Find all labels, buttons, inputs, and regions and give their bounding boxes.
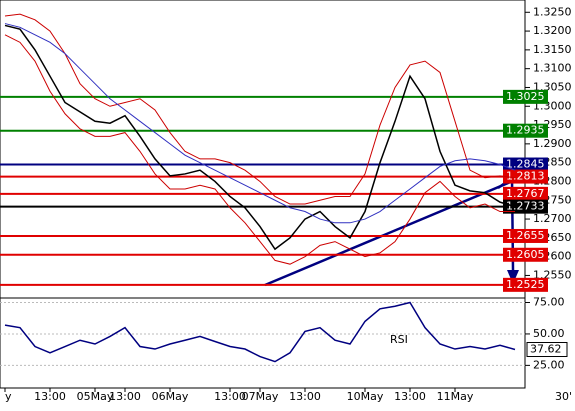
level-box: 1.2813: [503, 169, 548, 184]
level-box-bg: [503, 186, 548, 201]
y-tick-label: 1.3150: [533, 43, 572, 56]
y-tick-label: 1.2900: [533, 137, 572, 150]
arrow-head: [507, 270, 519, 284]
level-box-bg: [503, 89, 548, 104]
y-tick-label: 1.3250: [533, 5, 572, 18]
x-tick-label: 05May: [77, 390, 114, 403]
rsi-frame: [0, 297, 526, 389]
level-box: 1.2655: [503, 228, 548, 243]
series-line: [4, 24, 516, 251]
series-line: [4, 301, 516, 363]
x-tick-label: 13:00: [34, 390, 66, 403]
price-frame: [0, 0, 526, 299]
y-tick-label: 25.00: [533, 358, 565, 371]
level-box: 1.2845: [503, 157, 548, 172]
level-box-bg: [503, 169, 548, 184]
level-label: 1.2767: [506, 187, 545, 200]
value-box: [526, 342, 568, 358]
level-box: 1.2767: [503, 186, 548, 201]
level-label: 1.2605: [506, 248, 545, 261]
y-tick-label: 75.00: [533, 296, 565, 309]
rsi-title: RSI: [390, 333, 408, 346]
x-tick-label: 07May: [242, 390, 279, 403]
level-label: 1.2525: [506, 278, 545, 291]
x-tick-label: 11May: [437, 390, 474, 403]
timeframe: 30': [555, 390, 572, 403]
value-label: 37.62: [530, 343, 562, 356]
level-label: 1.2935: [506, 124, 545, 137]
level-box: 1.3025: [503, 89, 548, 104]
y-tick-label: 50.00: [533, 327, 565, 340]
level-label: 1.2655: [506, 229, 545, 242]
level-label: 1.2845: [506, 158, 545, 171]
level-box: 1.2525: [503, 277, 548, 292]
level-box-bg: [503, 123, 548, 138]
y-tick-label: 1.3100: [533, 62, 572, 75]
level-box-bg: [503, 247, 548, 262]
series-line: [4, 13, 516, 205]
level-box-bg: [503, 199, 548, 214]
y-tick-label: 1.2700: [533, 212, 572, 225]
series-line: [4, 23, 516, 224]
x-tick-label: 13:00: [394, 390, 426, 403]
level-label: 1.3025: [506, 90, 545, 103]
level-label: 1.2813: [506, 170, 545, 183]
trend-line: [264, 176, 521, 287]
level-box: 1.2605: [503, 247, 548, 262]
x-tick-label: 06May: [152, 390, 189, 403]
level-box-bg: [503, 228, 548, 243]
level-box: 1.2935: [503, 123, 548, 138]
series-line: [4, 34, 515, 265]
x-tick-label: 13:00: [109, 390, 141, 403]
level-box-bg: [503, 277, 548, 292]
x-tick-label: y: [5, 390, 12, 403]
level-box-bg: [503, 157, 548, 172]
x-tick-label: 13:00: [289, 390, 321, 403]
y-tick-label: 1.3200: [533, 24, 572, 37]
x-tick-label: 10May: [347, 390, 384, 403]
level-label: 1.2733: [506, 200, 545, 213]
x-tick-label: 13:00: [214, 390, 246, 403]
level-box: 1.2733: [503, 199, 548, 214]
